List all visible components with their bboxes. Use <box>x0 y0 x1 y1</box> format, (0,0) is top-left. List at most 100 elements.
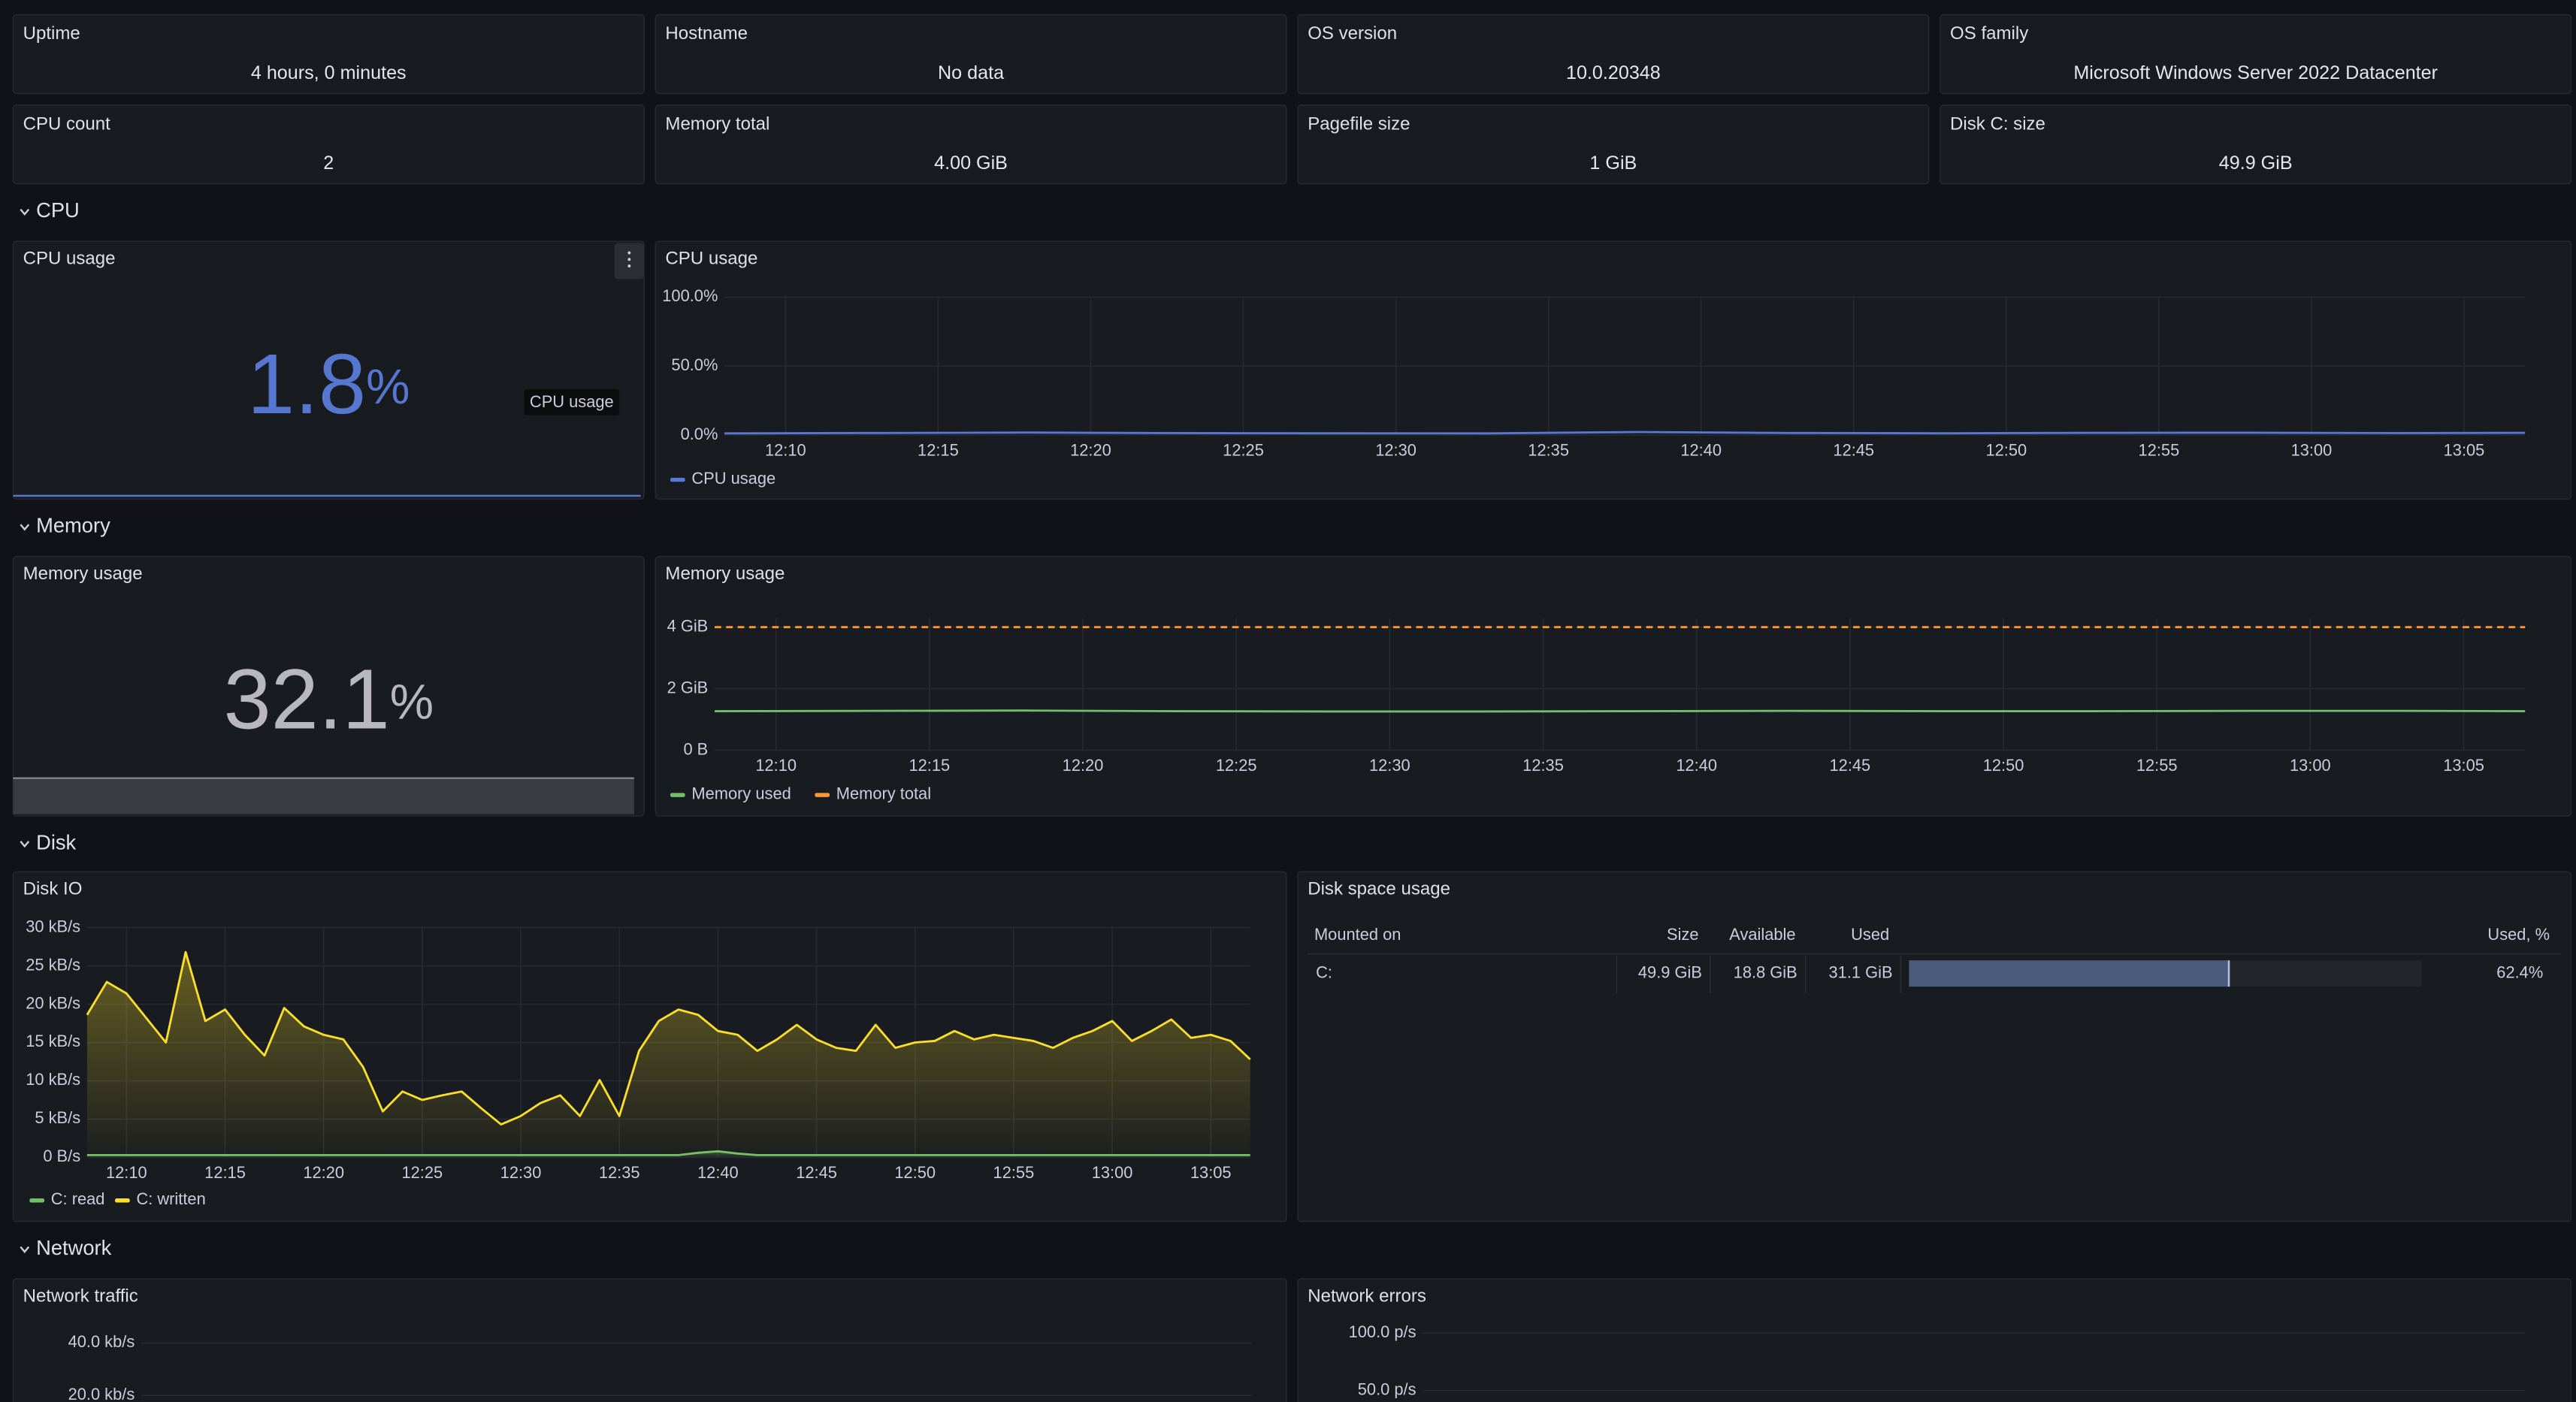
y-tick-label: 4 GiB <box>667 616 709 635</box>
x-tick-label: 12:15 <box>204 1163 246 1182</box>
x-tick-label: 12:50 <box>894 1163 936 1182</box>
y-tick-label: 25 kB/s <box>26 955 80 974</box>
x-tick-label: 13:00 <box>2290 756 2331 775</box>
x-tick-label: 12:25 <box>1216 756 1257 775</box>
value: 32.1 <box>223 652 389 748</box>
x-tick-label: 12:55 <box>2139 441 2180 460</box>
y-tick-label: 50.0% <box>671 355 718 374</box>
panel <box>12 240 645 500</box>
y-tick-label: 40.0 kb/s <box>68 1332 135 1351</box>
section-title[interactable]: Disk <box>36 830 76 854</box>
x-tick-label: 12:55 <box>2136 756 2178 775</box>
cell: C: <box>1316 962 1332 981</box>
series-line <box>86 950 1251 1126</box>
legend-label[interactable]: C: written <box>136 1189 205 1208</box>
stat-value: 4 hours, 0 minutes <box>251 62 407 83</box>
menu-button[interactable] <box>614 243 644 279</box>
x-tick-label: 12:25 <box>402 1163 443 1182</box>
y-tick-label: 30 kB/s <box>26 917 80 935</box>
panel <box>12 1278 1287 1402</box>
y-tick-label: 100.0% <box>662 286 718 305</box>
y-tick-label: 20.0 kb/s <box>68 1385 135 1402</box>
y-tick-label: 0 B <box>683 739 708 758</box>
stat-title: CPU count <box>23 113 111 134</box>
panel <box>12 104 645 185</box>
x-tick-label: 12:35 <box>1522 756 1564 775</box>
panel <box>12 555 645 817</box>
panel-title: Memory usage <box>23 564 143 584</box>
unit: % <box>390 675 434 730</box>
x-tick-label: 13:05 <box>2443 756 2484 775</box>
column-header[interactable]: Used <box>1851 925 1889 944</box>
panel-title: Disk IO <box>23 879 83 899</box>
y-tick-label: 5 kB/s <box>35 1108 80 1127</box>
cell: 49.9 GiB <box>1638 962 1702 981</box>
legend-swatch <box>115 1198 130 1203</box>
cell: 62.4% <box>2496 962 2543 981</box>
stat-title: Pagefile size <box>1308 113 1410 134</box>
value: 1.8 <box>247 337 366 432</box>
x-tick-label: 12:25 <box>1223 441 1264 460</box>
section-title[interactable]: CPU <box>36 198 80 222</box>
section-title[interactable]: Network <box>36 1236 112 1259</box>
stat-title: Hostname <box>665 23 748 44</box>
series-area <box>86 952 1250 1158</box>
y-tick-label: 15 kB/s <box>26 1032 80 1050</box>
x-tick-label: 12:30 <box>500 1163 542 1182</box>
tooltip: CPU usage <box>530 392 614 411</box>
chevron[interactable] <box>20 841 30 848</box>
y-tick-label: 100.0 p/s <box>1349 1322 1416 1341</box>
sparkline-area <box>13 778 634 814</box>
x-tick-label: 13:00 <box>1092 1163 1133 1182</box>
stat-value: 1 GiB <box>1589 153 1637 174</box>
x-tick-label: 12:10 <box>106 1163 147 1182</box>
legend-swatch <box>29 1198 45 1203</box>
y-tick-label: 50.0 p/s <box>1358 1379 1416 1398</box>
x-tick-label: 12:40 <box>1680 441 1722 460</box>
x-tick-label: 12:45 <box>1833 441 1874 460</box>
section-title[interactable]: Memory <box>36 514 110 537</box>
stat-big-value: 32.1% <box>223 652 434 748</box>
stat-title: Uptime <box>23 23 80 44</box>
panel <box>655 104 1287 185</box>
stat-value: 2 <box>323 153 334 174</box>
stat-value: 4.00 GiB <box>934 153 1008 174</box>
column-header[interactable]: Size <box>1667 925 1699 944</box>
panel-title: CPU usage <box>23 249 116 269</box>
unit: % <box>366 359 410 414</box>
x-tick-label: 13:05 <box>2444 441 2485 460</box>
stat-value: 49.9 GiB <box>2219 153 2293 174</box>
legend-label[interactable]: Memory used <box>691 784 791 802</box>
chevron[interactable] <box>20 1246 30 1253</box>
series-line <box>724 431 2526 435</box>
panel <box>1297 871 2572 1222</box>
x-tick-label: 12:10 <box>755 756 797 775</box>
x-tick-label: 12:20 <box>303 1163 344 1182</box>
menu-dot <box>627 251 631 255</box>
column-header[interactable]: Available <box>1729 925 1795 944</box>
chevron[interactable] <box>20 524 30 531</box>
panel-title: Network errors <box>1308 1286 1426 1307</box>
x-tick-label: 13:00 <box>2291 441 2333 460</box>
panel <box>12 14 645 95</box>
legend-label[interactable]: C: read <box>51 1189 105 1208</box>
legend-swatch <box>670 793 685 797</box>
x-tick-label: 12:45 <box>796 1163 837 1182</box>
panel-title: Memory usage <box>665 564 785 584</box>
chevron[interactable] <box>20 208 30 216</box>
legend-label[interactable]: Memory total <box>836 784 931 802</box>
column-header[interactable]: Mounted on <box>1314 925 1401 944</box>
column-header[interactable]: Used, % <box>2487 925 2550 944</box>
cell: 18.8 GiB <box>1734 962 1797 981</box>
stat-value: No data <box>938 62 1004 83</box>
panel <box>1297 14 1930 95</box>
stat-big-value: 1.8% <box>247 337 410 432</box>
legend-label[interactable]: CPU usage <box>691 469 776 488</box>
tooltip-bg <box>524 388 620 415</box>
panel <box>655 555 2572 817</box>
series-line <box>715 709 2526 713</box>
x-tick-label: 12:30 <box>1375 441 1416 460</box>
stat-title: Memory total <box>665 113 769 134</box>
x-tick-label: 12:15 <box>909 756 951 775</box>
